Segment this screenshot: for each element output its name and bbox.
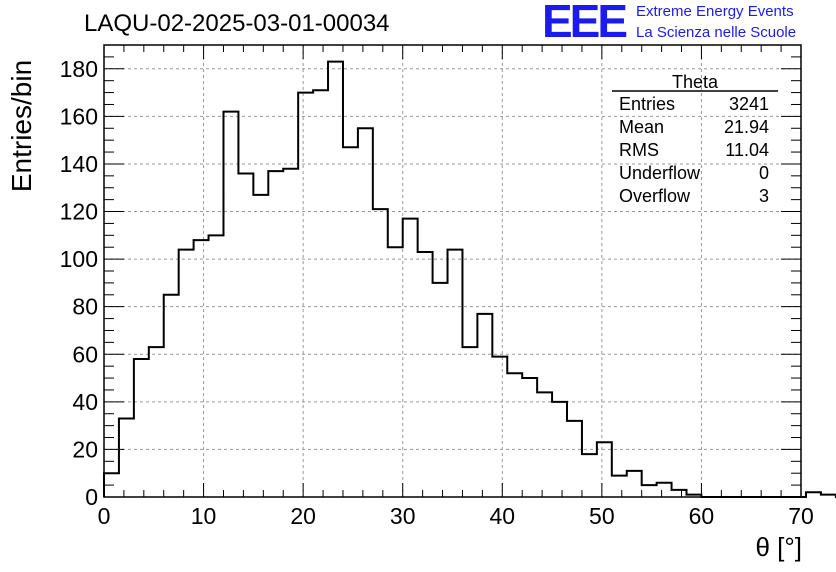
y-tick-label: 80 [72, 294, 98, 320]
stats-row-label: Entries [619, 94, 675, 114]
stats-row-value: 3 [759, 186, 769, 206]
y-tick-label: 180 [60, 56, 98, 82]
logo-caption-line2: La Scienza nelle Scuole [636, 24, 797, 41]
histogram-bin [209, 235, 224, 497]
logo-caption-line1: Extreme Energy Events [636, 3, 794, 20]
stats-row-label: RMS [619, 140, 659, 160]
x-tick-label: 30 [390, 503, 416, 529]
histogram-bin [179, 250, 194, 497]
histogram-bin [283, 169, 298, 497]
histogram-bin [119, 418, 134, 497]
grid-lines [104, 45, 801, 497]
histogram-bin [164, 295, 179, 497]
y-tick-label: 100 [60, 246, 98, 272]
histogram-bin [223, 112, 238, 497]
histogram-bin [462, 347, 477, 497]
histogram-bin [507, 373, 522, 497]
histogram-bin [418, 252, 433, 497]
stats-row-label: Overflow [619, 186, 691, 206]
y-tick-label: 0 [85, 484, 98, 510]
y-tick-labels: 0 20 40 60 80 100 120 140 160 180 [60, 56, 98, 510]
histogram-bin [134, 359, 149, 497]
stats-row-value: 21.94 [724, 117, 769, 137]
histogram-bin [657, 483, 672, 497]
histogram-bin [522, 378, 537, 497]
stats-row-label: Mean [619, 117, 664, 137]
stats-row-value: 0 [759, 163, 769, 183]
histogram-bin [238, 173, 253, 497]
histogram-bin [492, 357, 507, 497]
x-axis-label: θ [°] [755, 532, 802, 562]
histogram-bin [537, 392, 552, 497]
histogram-outline [103, 60, 836, 498]
histogram-bin [373, 209, 388, 497]
y-tick-label: 140 [60, 151, 98, 177]
y-tick-label: 40 [72, 389, 98, 415]
histogram-bin [612, 476, 627, 497]
histogram-bin [448, 250, 463, 497]
histogram-bin [328, 62, 343, 497]
x-tick-label: 40 [489, 503, 515, 529]
x-tick-labels: 0 10 20 30 40 50 60 70 [98, 503, 814, 529]
histogram-bin [597, 442, 612, 497]
y-tick-label: 120 [60, 199, 98, 225]
histogram-bin [388, 247, 403, 497]
histogram-bin [149, 347, 164, 497]
histogram-bin [642, 485, 657, 497]
y-tick-label: 160 [60, 103, 98, 129]
histogram-bin [403, 219, 418, 497]
y-tick-label: 20 [72, 436, 98, 462]
x-tick-label: 0 [98, 503, 111, 529]
histogram-bin [627, 471, 642, 497]
axis-ticks [103, 44, 802, 498]
x-tick-label: 50 [589, 503, 615, 529]
histogram-bin [194, 240, 209, 497]
y-tick-label: 60 [72, 341, 98, 367]
histogram-bin [358, 128, 373, 497]
histogram-bin [672, 490, 687, 497]
histogram-bin [567, 421, 582, 497]
histogram-bin [313, 90, 328, 497]
x-tick-label: 20 [290, 503, 316, 529]
histogram-bin [477, 314, 492, 497]
x-tick-label: 10 [191, 503, 217, 529]
eee-logo: EEE [542, 0, 628, 47]
histogram-bin [268, 171, 283, 497]
histogram-bin [582, 454, 597, 497]
stats-row-value: 11.04 [725, 140, 769, 160]
x-tick-label: 70 [788, 503, 814, 529]
stats-row-label: Underflow [619, 163, 701, 183]
plot-frame [103, 44, 802, 498]
x-tick-label: 60 [689, 503, 715, 529]
stats-box-name: Theta [672, 72, 719, 92]
histogram-bin [433, 283, 448, 497]
stats-row-value: 3241 [729, 94, 769, 114]
histogram-bin [253, 195, 268, 497]
histogram-bin [298, 93, 313, 497]
plot-title: LAQU-02-2025-03-01-00034 [84, 10, 390, 37]
histogram-bin [343, 147, 358, 497]
